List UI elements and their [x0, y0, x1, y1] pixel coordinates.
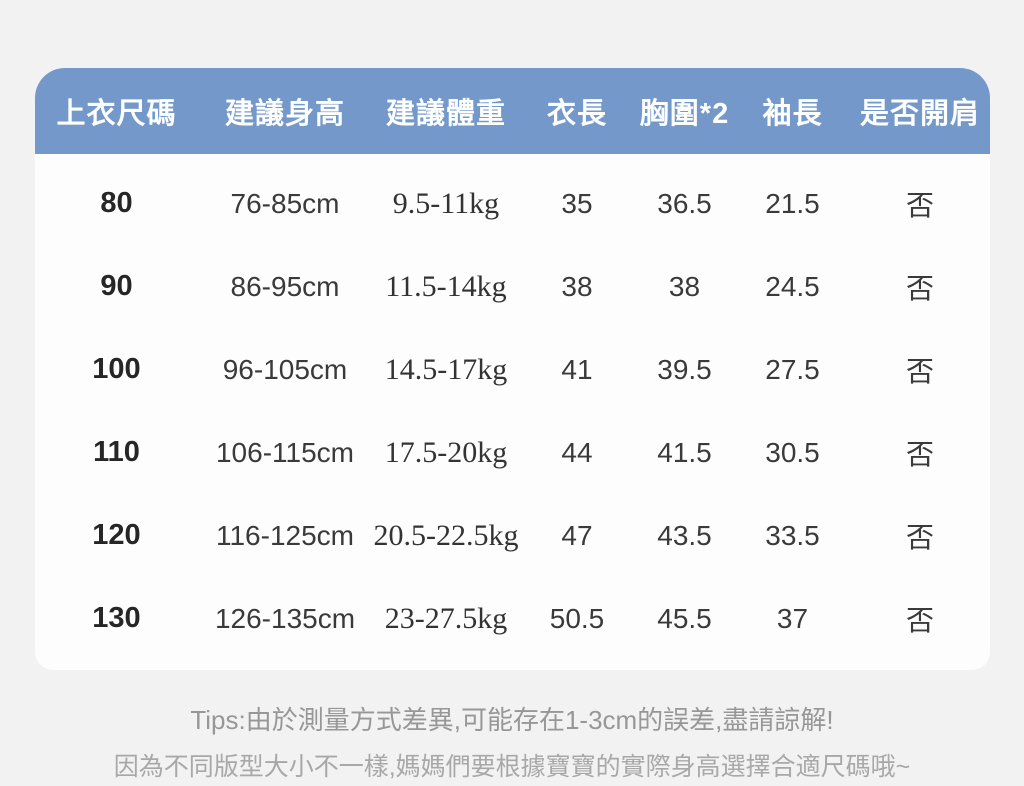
cell-chest: 43.5 [657, 519, 712, 551]
cell-shoulder: 否 [905, 355, 934, 387]
cell-height: 96-105cm [222, 353, 348, 385]
table-row: 130 126-135cm 23-27.5kg 50.5 45.5 37 否 [35, 577, 990, 660]
tips-footer: Tips:由於測量方式差異,可能存在1-3cm的誤差,盡請諒解! 因為不同版型大… [0, 700, 1024, 783]
cell-chest: 45.5 [657, 602, 712, 634]
cell-length: 50.5 [549, 602, 605, 634]
tips-line-1: Tips:由於測量方式差異,可能存在1-3cm的誤差,盡請諒解! [190, 705, 834, 735]
table-row: 100 96-105cm 14.5-17kg 41 39.5 27.5 否 [35, 328, 990, 411]
tips-line-2: 因為不同版型大小不一樣,媽媽們要根據寶寶的實際身高選擇合適尺碼哦~ [113, 753, 911, 781]
cell-height: 126-135cm [214, 602, 356, 634]
cell-shoulder: 否 [905, 438, 934, 470]
cell-height: 116-125cm [215, 519, 354, 551]
cell-sleeve: 21.5 [765, 187, 820, 219]
cell-length: 47 [561, 519, 593, 551]
column-header-length: 衣長 [546, 98, 607, 130]
table-row: 120 116-125cm 20.5-22.5kg 47 43.5 33.5 否 [35, 494, 990, 577]
cell-sleeve: 37 [776, 602, 809, 634]
cell-height: 76-85cm [230, 187, 340, 219]
size-table: 上衣尺碼 建議身高 建議體重 衣長 胸圍*2 袖長 是否開肩 80 76-85c… [35, 68, 990, 670]
cell-chest: 36.5 [657, 187, 712, 219]
cell-size: 110 [93, 436, 140, 468]
cell-weight: 14.5-17kg [384, 352, 508, 386]
cell-weight: 23-27.5kg [384, 601, 508, 635]
cell-height: 86-95cm [230, 270, 340, 302]
table-row: 80 76-85cm 9.5-11kg 35 36.5 21.5 否 [35, 162, 990, 245]
column-header-size: 上衣尺碼 [56, 98, 177, 130]
cell-length: 41 [561, 353, 593, 385]
cell-length: 38 [561, 270, 593, 302]
cell-length: 35 [561, 187, 593, 219]
cell-sleeve: 27.5 [765, 353, 820, 385]
cell-chest: 41.5 [657, 436, 712, 468]
cell-size: 90 [100, 270, 133, 302]
column-header-shoulder: 是否開肩 [859, 98, 980, 130]
column-header-height: 建議身高 [224, 98, 345, 130]
cell-shoulder: 否 [905, 189, 934, 221]
column-header-weight: 建議體重 [385, 98, 506, 130]
cell-size: 100 [92, 353, 141, 385]
cell-chest: 39.5 [657, 353, 712, 385]
cell-length: 44 [561, 436, 593, 468]
size-table-body: 80 76-85cm 9.5-11kg 35 36.5 21.5 否 90 86… [35, 154, 990, 670]
cell-size: 130 [92, 602, 141, 634]
cell-shoulder: 否 [905, 521, 934, 553]
cell-chest: 38 [668, 270, 701, 302]
cell-shoulder: 否 [905, 604, 934, 636]
cell-sleeve: 33.5 [765, 519, 820, 551]
cell-weight: 17.5-20kg [384, 435, 508, 469]
cell-size: 80 [100, 187, 133, 219]
table-row: 110 106-115cm 17.5-20kg 44 41.5 30.5 否 [35, 411, 990, 494]
cell-sleeve: 30.5 [765, 436, 820, 468]
size-table-header-row: 上衣尺碼 建議身高 建議體重 衣長 胸圍*2 袖長 是否開肩 [35, 68, 990, 154]
cell-sleeve: 24.5 [765, 270, 820, 302]
cell-weight: 9.5-11kg [392, 186, 500, 220]
cell-shoulder: 否 [905, 272, 934, 304]
cell-size: 120 [92, 519, 141, 551]
cell-weight: 11.5-14kg [385, 269, 507, 303]
table-row: 90 86-95cm 11.5-14kg 38 38 24.5 否 [35, 245, 990, 328]
cell-weight: 20.5-22.5kg [373, 518, 519, 552]
cell-height: 106-115cm [215, 436, 354, 468]
column-header-chest: 胸圍*2 [639, 98, 730, 130]
column-header-sleeve: 袖長 [762, 98, 823, 130]
